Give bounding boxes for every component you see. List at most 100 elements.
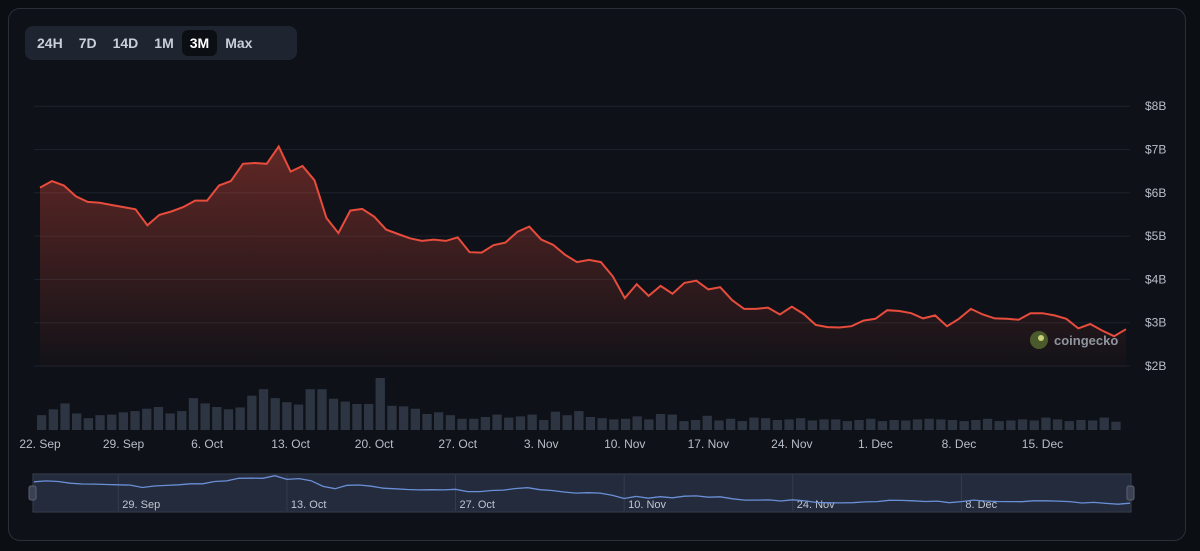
volume-bar	[912, 419, 923, 430]
x-tick-label: 27. Oct	[438, 437, 477, 451]
volume-bar	[982, 418, 993, 430]
volume-bar	[761, 418, 771, 430]
volume-bar	[387, 405, 397, 430]
volume-bar	[527, 414, 537, 430]
volume-bar	[445, 415, 455, 430]
price-line	[39, 144, 1127, 338]
volume-bar	[375, 378, 385, 430]
volume-bar	[609, 419, 619, 430]
tab-max[interactable]: Max	[225, 35, 253, 51]
volume-bar	[270, 398, 280, 430]
volume-bar	[714, 420, 724, 430]
x-tick-label: 17. Nov	[688, 437, 729, 451]
volume-bar	[142, 408, 152, 430]
navigator-label: 29. Sep	[122, 499, 160, 511]
volume-bar	[784, 419, 794, 430]
volume-bar	[690, 420, 701, 430]
volume-bar	[1006, 420, 1016, 430]
volume-bar	[749, 417, 759, 430]
volume-bar	[842, 421, 852, 430]
volume-bar	[328, 398, 339, 430]
navigator-left-handle[interactable]	[28, 485, 37, 501]
volume-bar	[72, 413, 82, 430]
volume-bar	[655, 414, 666, 430]
volume-bar	[901, 420, 911, 430]
volume-bar	[597, 418, 607, 430]
tab-3m[interactable]: 3M	[181, 30, 218, 56]
volume-bar	[282, 402, 292, 430]
y-tick-label: $4B	[1145, 272, 1166, 286]
volume-bar	[83, 418, 93, 430]
x-tick-label: 13. Oct	[271, 437, 310, 451]
volume-bar	[340, 401, 350, 430]
volume-bar	[480, 417, 490, 430]
volume-bar	[585, 417, 596, 430]
volume-bar	[632, 416, 642, 430]
volume-bar	[130, 411, 140, 430]
navigator-line	[33, 475, 1131, 505]
volume-bar	[293, 404, 304, 430]
volume-bar	[48, 409, 58, 430]
volume-bar	[434, 412, 444, 430]
tab-14d[interactable]: 14D	[112, 35, 139, 51]
volume-bar	[515, 416, 526, 430]
coingecko-logo-eye-icon	[1038, 335, 1044, 341]
volume-bar	[212, 407, 222, 430]
y-tick-label: $6B	[1145, 186, 1166, 200]
volume-bar	[679, 421, 689, 430]
volume-bar	[165, 413, 175, 430]
volume-bar	[866, 418, 876, 430]
volume-bar	[1052, 419, 1063, 430]
navigator-label: 13. Oct	[291, 499, 326, 511]
volume-bar	[200, 403, 210, 430]
navigator-label: 27. Oct	[460, 499, 495, 511]
volume-bar	[550, 411, 561, 430]
volume-bar	[352, 404, 362, 430]
volume-bar	[539, 420, 549, 430]
x-axis: 22. Sep 29. Sep 6. Oct 13. Oct 20. Oct 27. Oc…	[19, 437, 1063, 451]
x-tick-label: 20. Oct	[355, 437, 394, 451]
y-tick-label: $3B	[1145, 316, 1166, 330]
watermark-label: coingecko	[1054, 333, 1118, 348]
volume-bar	[422, 414, 432, 430]
volume-bar	[399, 406, 409, 430]
volume-bar	[188, 398, 199, 430]
volume-bar	[971, 420, 981, 430]
volume-bar	[177, 411, 187, 430]
x-tick-label: 8. Dec	[942, 437, 977, 451]
tab-7d[interactable]: 7D	[78, 35, 97, 51]
y-axis: $2B $3B $4B $5B $6B $7B $8B	[1145, 99, 1166, 373]
y-tick-label: $5B	[1145, 229, 1166, 243]
volume-bar	[492, 414, 502, 430]
volume-bar	[994, 421, 1004, 430]
volume-bars	[37, 378, 1121, 430]
x-tick-label: 29. Sep	[103, 437, 145, 451]
volume-bar	[504, 417, 514, 430]
x-tick-label: 3. Nov	[524, 437, 559, 451]
volume-bar	[936, 419, 946, 430]
volume-bar	[247, 395, 257, 430]
volume-bar	[877, 421, 888, 430]
volume-bar	[562, 415, 572, 430]
x-tick-label: 22. Sep	[19, 437, 61, 451]
volume-bar	[469, 418, 479, 430]
navigator-right-handle[interactable]	[1126, 485, 1135, 501]
volume-bar	[37, 415, 47, 430]
volume-bar	[819, 419, 829, 430]
navigator-label: 24. Nov	[797, 499, 835, 511]
volume-bar	[737, 421, 747, 430]
volume-bar	[1099, 417, 1109, 430]
tab-24h[interactable]: 24H	[37, 35, 63, 51]
navigator-label: 8. Dec	[965, 499, 997, 511]
volume-bar	[364, 404, 374, 430]
range-navigator[interactable]: 29. Sep 13. Oct 27. Oct 10. Nov 24. Nov 8. De…	[28, 473, 1135, 513]
tab-1m[interactable]: 1M	[154, 35, 174, 51]
volume-bar	[796, 418, 806, 430]
volume-bar	[223, 409, 234, 430]
y-tick-label: $8B	[1145, 99, 1166, 113]
x-tick-label: 24. Nov	[771, 437, 812, 451]
volume-bar	[726, 418, 736, 430]
x-tick-label: 10. Nov	[604, 437, 645, 451]
volume-bar	[457, 418, 467, 430]
